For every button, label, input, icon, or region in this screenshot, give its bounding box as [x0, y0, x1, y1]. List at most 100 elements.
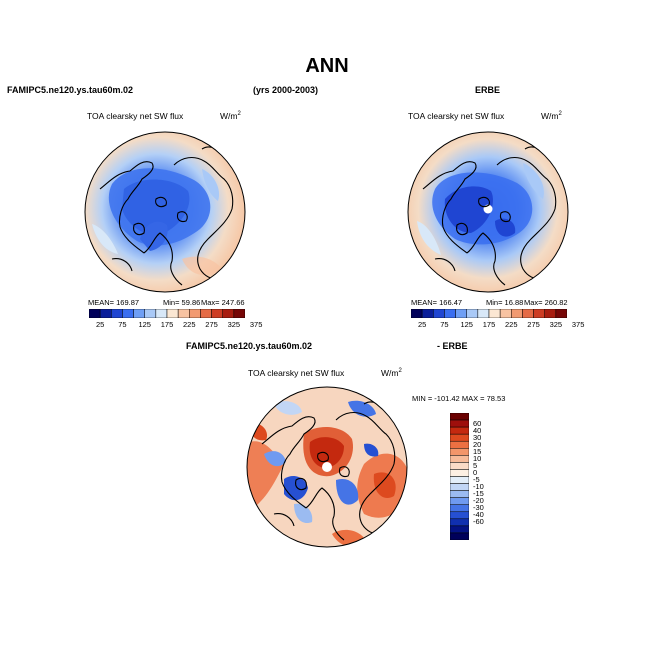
- colorbar-swatch: [450, 511, 469, 520]
- diff-colorbar-labels: 60 40 30 20 15 10 5 0 -5 -10 -15 -20 -30 -40 -60: [473, 413, 503, 540]
- colorbar-swatch: [450, 440, 469, 449]
- colorbar-swatch: [189, 309, 201, 318]
- model-colorbar: [89, 309, 245, 318]
- colorbar-tick-label: 30: [473, 432, 482, 442]
- model-mean-stat: MEAN= 169.87: [88, 298, 140, 307]
- colorbar-swatch: [450, 419, 469, 428]
- colorbar-swatch: [99, 309, 112, 318]
- colorbar-swatch: [466, 309, 479, 318]
- diff-polar-map: [246, 386, 408, 548]
- plot-title: ANN: [305, 55, 349, 77]
- colorbar-tick-label: 275: [527, 320, 540, 329]
- colorbar-swatch: [450, 476, 469, 484]
- colorbar-swatch: [455, 309, 467, 318]
- diff-variable-label: TOA clearsky net SW flux: [248, 368, 345, 378]
- colorbar-tick-label: 40: [473, 425, 482, 435]
- colorbar-swatch: [444, 309, 456, 318]
- colorbar-swatch: [533, 309, 545, 318]
- colorbar-swatch: [450, 497, 469, 505]
- years-label: (yrs 2000-2003): [253, 85, 319, 95]
- colorbar-tick-label: -40: [473, 510, 484, 520]
- colorbar-swatch: [421, 309, 434, 318]
- colorbar-swatch: [122, 309, 134, 318]
- colorbar-swatch: [450, 504, 469, 513]
- colorbar-tick-label: 175: [160, 320, 174, 329]
- model-units-label: W/m2: [220, 111, 241, 121]
- colorbar-swatch: [477, 309, 490, 318]
- colorbar-swatch: [200, 309, 212, 318]
- colorbar-tick-label: 5: [473, 460, 478, 470]
- colorbar-swatch: [89, 309, 101, 318]
- obs-colorbar: [411, 309, 567, 318]
- colorbar-swatch: [450, 426, 469, 435]
- colorbar-swatch: [433, 309, 445, 318]
- colorbar-swatch: [222, 309, 235, 318]
- colorbar-tick-label: 15: [473, 446, 482, 456]
- colorbar-tick-label: 75: [118, 320, 127, 329]
- colorbar-tick-label: 20: [473, 439, 482, 449]
- colorbar-tick-label: -15: [473, 489, 484, 499]
- colorbar-swatch: [488, 309, 501, 318]
- colorbar-swatch: [450, 525, 469, 534]
- obs-units-label: W/m2: [541, 111, 562, 121]
- obs-colorbar-labels: 25 75 125 175 225 275 325 375: [411, 320, 584, 330]
- colorbar-swatch: [499, 309, 512, 318]
- obs-case-label: ERBE: [475, 85, 501, 95]
- obs-mean-stat: MEAN= 166.47: [411, 298, 463, 307]
- colorbar-tick-label: -60: [473, 517, 484, 527]
- colorbar-swatch: [233, 309, 245, 318]
- colorbar-tick-label: 325: [227, 320, 241, 329]
- colorbar-tick-label: 0: [473, 467, 478, 477]
- colorbar-tick-label: -5: [473, 475, 480, 485]
- obs-min-stat: Min= 16.88: [486, 298, 524, 307]
- colorbar-swatch: [511, 309, 523, 318]
- colorbar-swatch: [450, 455, 469, 463]
- obs-polar-map: [407, 131, 569, 293]
- colorbar-tick-label: 175: [482, 320, 496, 329]
- obs-max-stat: Max= 260.82: [524, 298, 568, 307]
- colorbar-tick-label: 325: [549, 320, 563, 329]
- diff-minmax-stat: MIN = -101.42 MAX = 78.53: [412, 394, 506, 403]
- colorbar-tick-label: 125: [138, 320, 151, 329]
- model-polar-map: [84, 131, 246, 293]
- colorbar-tick-label: 125: [460, 320, 473, 329]
- colorbar-swatch: [544, 309, 557, 318]
- colorbar-swatch: [111, 309, 123, 318]
- colorbar-tick-label: -10: [473, 482, 484, 492]
- colorbar-swatch: [450, 532, 469, 540]
- colorbar-swatch: [450, 433, 469, 442]
- colorbar-tick-label: 225: [505, 320, 518, 329]
- colorbar-swatch: [450, 413, 469, 421]
- model-max-stat: Max= 247.66: [201, 298, 245, 307]
- diff-colorbar: [450, 413, 469, 540]
- model-colorbar-labels: 25 75 125 175 225 275 325 375: [89, 320, 262, 330]
- model-min-stat: Min= 59.86: [163, 298, 201, 307]
- colorbar-tick-label: 25: [417, 320, 427, 329]
- colorbar-swatch: [166, 309, 179, 318]
- diff-model-label: FAMIPC5.ne120.ys.tau60m.02: [186, 341, 313, 351]
- diff-obs-label: - ERBE: [437, 341, 468, 351]
- colorbar-swatch: [450, 518, 469, 527]
- model-case-label: FAMIPC5.ne120.ys.tau60m.02: [7, 85, 134, 95]
- colorbar-tick-label: 225: [183, 320, 196, 329]
- colorbar-tick-label: 275: [205, 320, 218, 329]
- colorbar-swatch: [155, 309, 168, 318]
- colorbar-tick-label: -30: [473, 503, 484, 513]
- colorbar-swatch: [133, 309, 145, 318]
- colorbar-swatch: [450, 483, 469, 491]
- colorbar-swatch: [411, 309, 423, 318]
- colorbar-swatch: [450, 448, 469, 456]
- colorbar-swatch: [450, 469, 469, 477]
- colorbar-swatch: [144, 309, 157, 318]
- colorbar-swatch: [211, 309, 223, 318]
- colorbar-swatch: [450, 490, 469, 498]
- colorbar-swatch: [522, 309, 534, 318]
- obs-variable-label: TOA clearsky net SW flux: [408, 111, 505, 121]
- colorbar-tick-label: 10: [473, 453, 482, 463]
- colorbar-swatch: [177, 309, 190, 318]
- colorbar-tick-label: -20: [473, 496, 484, 506]
- diff-units-label: W/m2: [381, 368, 402, 378]
- colorbar-swatch: [555, 309, 567, 318]
- colorbar-tick-label: 75: [440, 320, 449, 329]
- colorbar-tick-label: 25: [95, 320, 105, 329]
